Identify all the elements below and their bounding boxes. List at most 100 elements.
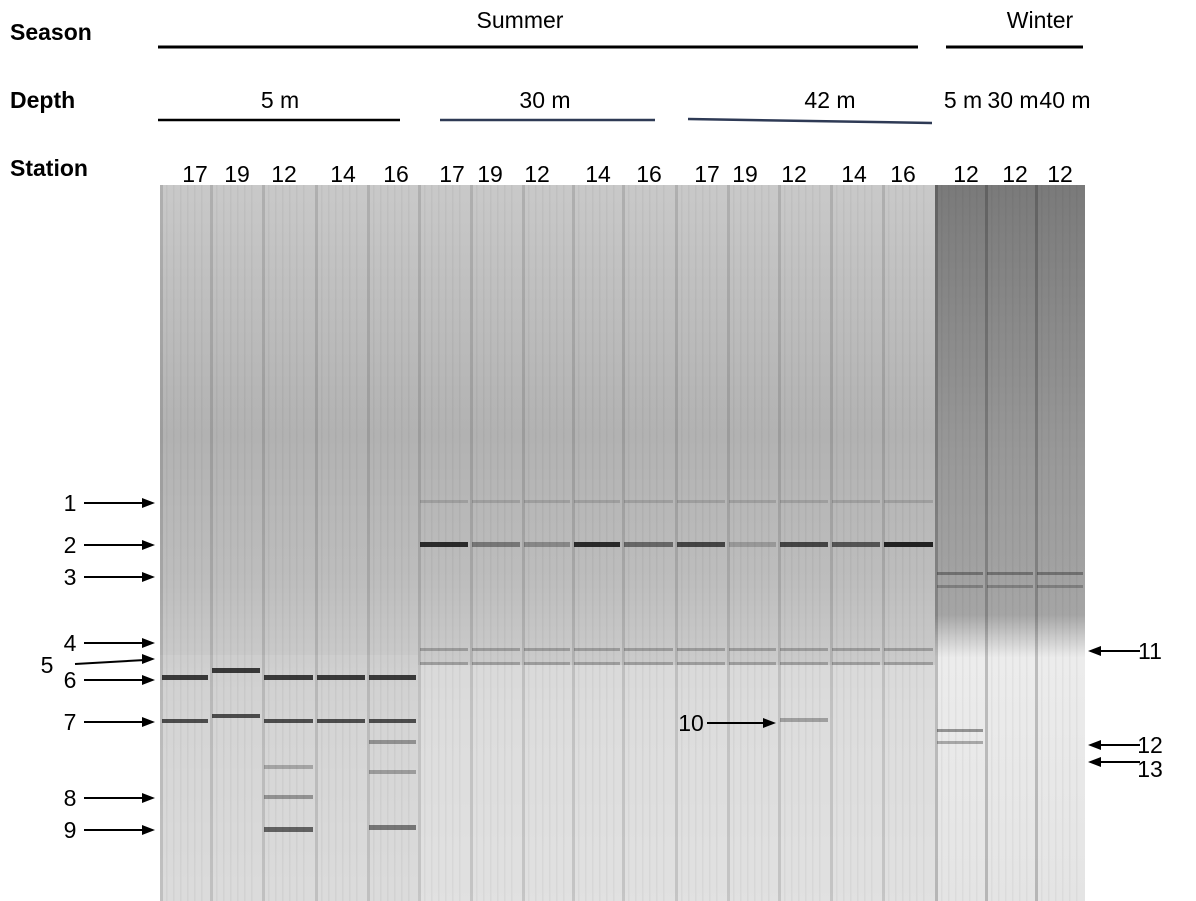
band: [574, 662, 620, 665]
band: [472, 542, 520, 547]
band: [369, 770, 416, 774]
lane-streak: [483, 185, 485, 901]
band: [624, 662, 673, 665]
depth-label: 5 m: [261, 87, 299, 113]
lane-streak: [490, 185, 492, 901]
lane-streak: [476, 185, 478, 901]
station-label: 12: [1047, 161, 1073, 187]
lane-streak: [194, 185, 196, 901]
lane-streak: [349, 185, 351, 901]
lane-edge: [985, 185, 988, 901]
lane-streak: [1026, 185, 1028, 901]
lane-streak: [962, 185, 964, 901]
lane-streak: [180, 185, 182, 901]
station-label: 16: [383, 161, 409, 187]
lane-streak: [1019, 185, 1021, 901]
band: [574, 542, 620, 547]
arrow-head: [142, 825, 155, 835]
band: [729, 662, 776, 665]
arrow-head: [142, 572, 155, 582]
lane-edge: [367, 185, 370, 901]
lane-streak: [394, 185, 396, 901]
band-label: 10: [678, 710, 704, 736]
band-label: 7: [64, 709, 77, 735]
depth-label: 30 m: [519, 87, 570, 113]
arrow-head: [1088, 646, 1101, 656]
station-label: 12: [781, 161, 807, 187]
band-label: 9: [64, 817, 77, 843]
band: [574, 648, 620, 651]
lane-edge: [315, 185, 318, 901]
lane-streak: [1069, 185, 1071, 901]
band: [264, 765, 313, 769]
lane-streak: [556, 185, 558, 901]
lane-streak: [1055, 185, 1057, 901]
lane-streak: [321, 185, 323, 901]
station-label: 14: [585, 161, 611, 187]
gel-image: [160, 185, 1085, 901]
band: [780, 662, 828, 665]
lane-streak: [387, 185, 389, 901]
station-labels: 17 19 12 14 16 17 19 12 14 16 17 19 12 14 16 12 12 12: [182, 161, 1073, 187]
lane-streak: [230, 185, 232, 901]
band: [1037, 585, 1083, 588]
lane-streak: [282, 185, 284, 901]
depth-line: [687, 117, 933, 125]
band: [624, 500, 673, 503]
station-label: 12: [524, 161, 550, 187]
band: [472, 662, 520, 665]
lane-streak: [223, 185, 225, 901]
band: [677, 648, 725, 651]
arrow-head: [142, 540, 155, 550]
band: [937, 741, 983, 744]
lane-streak: [998, 185, 1000, 901]
gel-winter: [935, 185, 1085, 901]
band-label: 2: [64, 532, 77, 558]
lane-edge: [572, 185, 575, 901]
band: [729, 500, 776, 503]
lane-streak: [408, 185, 410, 901]
lane-edge: [1035, 185, 1038, 901]
band: [780, 500, 828, 503]
season-label: Winter: [1007, 7, 1074, 33]
band: [317, 719, 365, 723]
station-label: 19: [477, 161, 503, 187]
lane-streak: [401, 185, 403, 901]
band: [729, 542, 776, 547]
lane-streak: [303, 185, 305, 901]
lane-streak: [955, 185, 957, 901]
band: [677, 542, 725, 547]
band: [884, 542, 933, 547]
arrow-head: [763, 718, 776, 728]
band: [780, 718, 828, 722]
row-label: Station: [10, 155, 88, 181]
band: [472, 500, 520, 503]
band: [937, 572, 983, 575]
lane-streak: [754, 185, 756, 901]
lane-streak: [201, 185, 203, 901]
lane-streak: [268, 185, 270, 901]
lane-streak: [941, 185, 943, 901]
lane-streak: [976, 185, 978, 901]
station-label: 14: [330, 161, 356, 187]
lane-streak: [373, 185, 375, 901]
station-label: 16: [890, 161, 916, 187]
arrow-head: [142, 717, 155, 727]
lane-edge: [210, 185, 213, 901]
band: [832, 648, 880, 651]
lane-streak: [747, 185, 749, 901]
arrow-head: [1088, 740, 1101, 750]
lane-streak: [528, 185, 530, 901]
lane-streak: [740, 185, 742, 901]
band: [832, 662, 880, 665]
lane-streak: [563, 185, 565, 901]
band: [420, 648, 468, 651]
band: [987, 572, 1033, 575]
lane-streak: [289, 185, 291, 901]
gel-region: [418, 665, 935, 901]
lane-edge: [622, 185, 625, 901]
band: [677, 500, 725, 503]
lane-streak: [244, 185, 246, 901]
band: [624, 542, 673, 547]
lane-streak: [1076, 185, 1078, 901]
